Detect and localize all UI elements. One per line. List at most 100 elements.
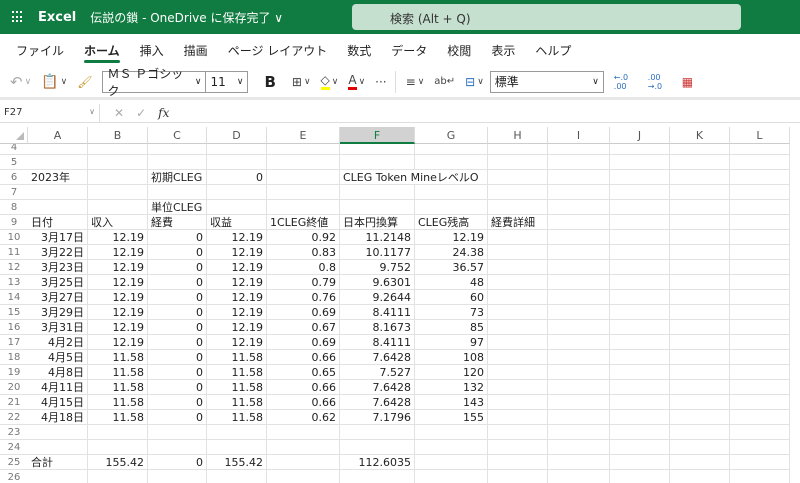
cell-A7[interactable] bbox=[28, 185, 88, 200]
cell-A25[interactable]: 合計 bbox=[28, 455, 88, 470]
tab-2[interactable]: 挿入 bbox=[139, 44, 164, 58]
cell-C6[interactable]: 初期CLEG bbox=[148, 170, 207, 185]
cell-I19[interactable] bbox=[548, 365, 610, 380]
cell-K18[interactable] bbox=[670, 350, 730, 365]
cell-H13[interactable] bbox=[488, 275, 548, 290]
row-header-14[interactable]: 14 bbox=[0, 290, 28, 305]
cell-B18[interactable]: 11.58 bbox=[88, 350, 148, 365]
cell-B23[interactable] bbox=[88, 425, 148, 440]
tab-9[interactable]: ヘルプ bbox=[535, 44, 572, 58]
cell-H7[interactable] bbox=[488, 185, 548, 200]
cell-C7[interactable] bbox=[148, 185, 207, 200]
cell-B22[interactable]: 11.58 bbox=[88, 410, 148, 425]
cell-C15[interactable]: 0 bbox=[148, 305, 207, 320]
cell-L15[interactable] bbox=[730, 305, 790, 320]
cell-K11[interactable] bbox=[670, 245, 730, 260]
cell-J24[interactable] bbox=[610, 440, 670, 455]
cell-G9[interactable]: CLEG残高 bbox=[415, 215, 488, 230]
cell-C9[interactable]: 経費 bbox=[148, 215, 207, 230]
cell-C5[interactable] bbox=[148, 155, 207, 170]
cell-G6[interactable] bbox=[415, 170, 488, 185]
cell-H10[interactable] bbox=[488, 230, 548, 245]
cell-L26[interactable] bbox=[730, 470, 790, 483]
row-header-26[interactable]: 26 bbox=[0, 470, 28, 483]
cell-I24[interactable] bbox=[548, 440, 610, 455]
row-header-7[interactable]: 7 bbox=[0, 185, 28, 200]
cell-L13[interactable] bbox=[730, 275, 790, 290]
cell-B17[interactable]: 12.19 bbox=[88, 335, 148, 350]
cell-L4[interactable] bbox=[730, 140, 790, 155]
cell-H14[interactable] bbox=[488, 290, 548, 305]
cell-B14[interactable]: 12.19 bbox=[88, 290, 148, 305]
cell-J23[interactable] bbox=[610, 425, 670, 440]
cell-E24[interactable] bbox=[267, 440, 340, 455]
cell-F12[interactable]: 9.752 bbox=[340, 260, 415, 275]
cell-D26[interactable] bbox=[207, 470, 267, 483]
cell-G5[interactable] bbox=[415, 155, 488, 170]
column-header-I[interactable]: I bbox=[548, 127, 610, 144]
cell-F20[interactable]: 7.6428 bbox=[340, 380, 415, 395]
align-button[interactable]: ≡ ∨ bbox=[405, 74, 425, 89]
row-header-8[interactable]: 8 bbox=[0, 200, 28, 215]
cell-F14[interactable]: 9.2644 bbox=[340, 290, 415, 305]
cell-B12[interactable]: 12.19 bbox=[88, 260, 148, 275]
cell-K5[interactable] bbox=[670, 155, 730, 170]
cell-H19[interactable] bbox=[488, 365, 548, 380]
cell-H9[interactable]: 経費詳細 bbox=[488, 215, 548, 230]
cell-K12[interactable] bbox=[670, 260, 730, 275]
cell-G15[interactable]: 73 bbox=[415, 305, 488, 320]
cell-G17[interactable]: 97 bbox=[415, 335, 488, 350]
cell-E4[interactable] bbox=[267, 140, 340, 155]
column-header-B[interactable]: B bbox=[88, 127, 148, 144]
cell-C8[interactable]: 単位CLEG bbox=[148, 200, 207, 215]
column-header-K[interactable]: K bbox=[670, 127, 730, 144]
cell-J17[interactable] bbox=[610, 335, 670, 350]
cell-I5[interactable] bbox=[548, 155, 610, 170]
cell-K9[interactable] bbox=[670, 215, 730, 230]
font-name-select[interactable]: ＭＳ Ｐゴシック ∨ bbox=[102, 67, 207, 98]
cell-F5[interactable] bbox=[340, 155, 415, 170]
cell-C21[interactable]: 0 bbox=[148, 395, 207, 410]
cell-I15[interactable] bbox=[548, 305, 610, 320]
cell-L10[interactable] bbox=[730, 230, 790, 245]
tab-6[interactable]: データ bbox=[391, 44, 428, 58]
cell-K24[interactable] bbox=[670, 440, 730, 455]
search-input[interactable]: 検索 (Alt + Q) bbox=[352, 4, 741, 30]
cell-D5[interactable] bbox=[207, 155, 267, 170]
borders-button[interactable]: ⊞ ∨ bbox=[291, 74, 311, 89]
cell-L11[interactable] bbox=[730, 245, 790, 260]
cell-A4[interactable] bbox=[28, 140, 88, 155]
cell-L18[interactable] bbox=[730, 350, 790, 365]
cell-B25[interactable]: 155.42 bbox=[88, 455, 148, 470]
cell-H15[interactable] bbox=[488, 305, 548, 320]
row-header-24[interactable]: 24 bbox=[0, 440, 28, 455]
cell-F10[interactable]: 11.2148 bbox=[340, 230, 415, 245]
cell-G18[interactable]: 108 bbox=[415, 350, 488, 365]
cell-C22[interactable]: 0 bbox=[148, 410, 207, 425]
cell-H20[interactable] bbox=[488, 380, 548, 395]
cell-I17[interactable] bbox=[548, 335, 610, 350]
cell-H26[interactable] bbox=[488, 470, 548, 483]
cell-K23[interactable] bbox=[670, 425, 730, 440]
cell-C18[interactable]: 0 bbox=[148, 350, 207, 365]
cell-D21[interactable]: 11.58 bbox=[207, 395, 267, 410]
cell-G10[interactable]: 12.19 bbox=[415, 230, 488, 245]
decrease-decimal-button[interactable]: .00 →.0 bbox=[647, 72, 663, 91]
cell-H23[interactable] bbox=[488, 425, 548, 440]
cell-J9[interactable] bbox=[610, 215, 670, 230]
row-header-21[interactable]: 21 bbox=[0, 395, 28, 410]
cell-I14[interactable] bbox=[548, 290, 610, 305]
cell-L14[interactable] bbox=[730, 290, 790, 305]
cell-K6[interactable] bbox=[670, 170, 730, 185]
formula-input[interactable] bbox=[180, 104, 800, 122]
cell-J16[interactable] bbox=[610, 320, 670, 335]
cell-E19[interactable]: 0.65 bbox=[267, 365, 340, 380]
cell-G12[interactable]: 36.57 bbox=[415, 260, 488, 275]
cell-F7[interactable] bbox=[340, 185, 415, 200]
cell-A26[interactable] bbox=[28, 470, 88, 483]
cell-E15[interactable]: 0.69 bbox=[267, 305, 340, 320]
cell-J14[interactable] bbox=[610, 290, 670, 305]
cell-E5[interactable] bbox=[267, 155, 340, 170]
cell-E10[interactable]: 0.92 bbox=[267, 230, 340, 245]
cell-A19[interactable]: 4月8日 bbox=[28, 365, 88, 380]
